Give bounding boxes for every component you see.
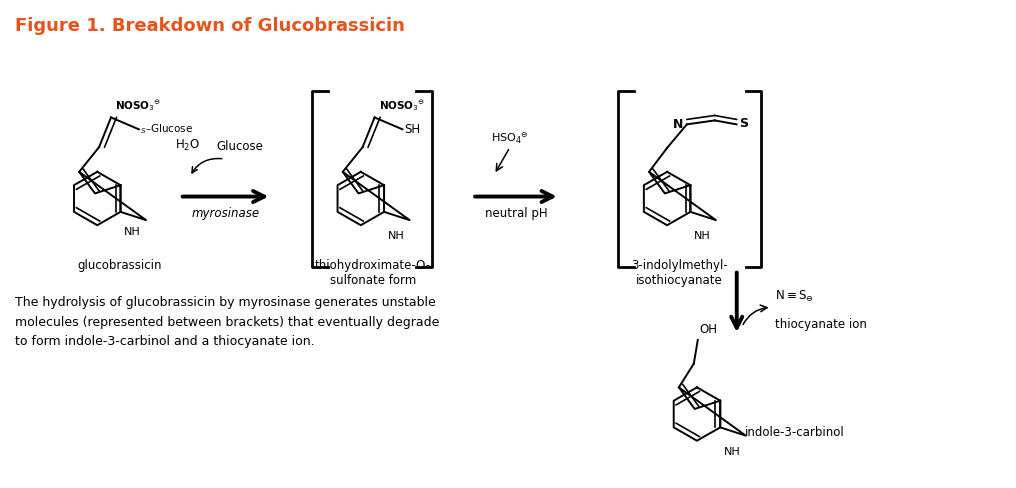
Text: neutral pH: neutral pH [485,207,548,220]
Text: N: N [673,118,683,131]
Text: H$_2$O: H$_2$O [175,138,200,153]
Text: Glucose: Glucose [216,140,263,153]
Text: S: S [740,117,749,130]
Text: thiocyanate ion: thiocyanate ion [774,317,867,330]
Text: OH: OH [700,322,717,335]
Text: thiohydroximate-O-
sulfonate form: thiohydroximate-O- sulfonate form [315,258,431,286]
Text: SH: SH [404,122,421,136]
Text: NH: NH [694,230,710,241]
Text: N$\equiv$S$_{\ominus}$: N$\equiv$S$_{\ominus}$ [774,288,814,304]
Text: NH: NH [124,226,140,236]
Text: HSO$_4$$^{\ominus}$: HSO$_4$$^{\ominus}$ [492,131,528,146]
Text: indole-3-carbinol: indole-3-carbinol [745,426,844,438]
Text: $_S$–Glucose: $_S$–Glucose [140,122,193,136]
Text: 3-indolylmethyl-
isothiocyanate: 3-indolylmethyl- isothiocyanate [631,258,727,286]
Text: The hydrolysis of glucobrassicin by myrosinase generates unstable
molecules (rep: The hydrolysis of glucobrassicin by myro… [14,296,439,347]
Text: glucobrassicin: glucobrassicin [77,258,162,271]
Text: NH: NH [387,230,404,241]
Text: NOSO$_3$$^{\ominus}$: NOSO$_3$$^{\ominus}$ [115,98,162,112]
Text: Figure 1. Breakdown of Glucobrassicin: Figure 1. Breakdown of Glucobrassicin [14,17,404,35]
Text: NOSO$_3$$^{\ominus}$: NOSO$_3$$^{\ominus}$ [379,98,425,112]
Text: NH: NH [723,446,741,456]
Text: myrosinase: myrosinase [191,207,260,220]
